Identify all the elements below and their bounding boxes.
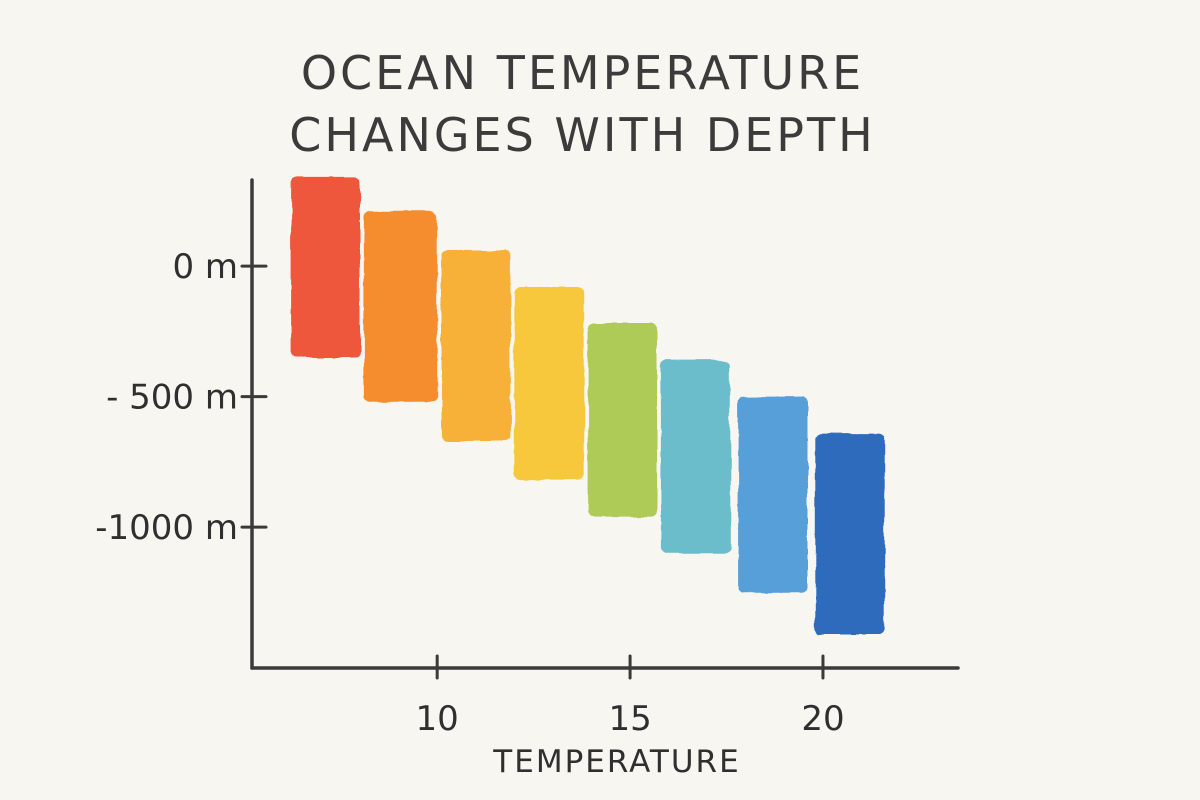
bar-6 bbox=[660, 360, 731, 554]
x-tick-label-3: 20 bbox=[801, 699, 844, 739]
bar-5 bbox=[587, 323, 657, 517]
chart-title-line-1: OCEAN TEMPERATURE bbox=[300, 46, 865, 100]
x-axis-label: TEMPERATURE bbox=[492, 744, 740, 780]
y-tick-label-1: 0 m bbox=[172, 247, 238, 287]
ticks-layer: 0 m - 500 m -1000 m 10 15 20 bbox=[95, 247, 844, 739]
y-tick-label-2: - 500 m bbox=[106, 378, 238, 418]
axes-layer bbox=[250, 178, 960, 670]
x-tick-label-2: 15 bbox=[608, 699, 651, 739]
bar-7 bbox=[738, 396, 808, 593]
bar-4 bbox=[514, 287, 584, 481]
bar-2 bbox=[363, 211, 438, 402]
bar-1 bbox=[290, 177, 360, 358]
bar-3 bbox=[441, 250, 511, 441]
chart-title-line-2: CHANGES WITH DEPTH bbox=[289, 108, 876, 162]
bar-8 bbox=[815, 433, 885, 634]
bars-layer bbox=[290, 177, 885, 634]
chart-title: OCEAN TEMPERATURE CHANGES WITH DEPTH bbox=[0, 42, 1165, 166]
y-tick-label-3: -1000 m bbox=[95, 508, 238, 548]
x-tick-label-1: 10 bbox=[416, 699, 459, 739]
